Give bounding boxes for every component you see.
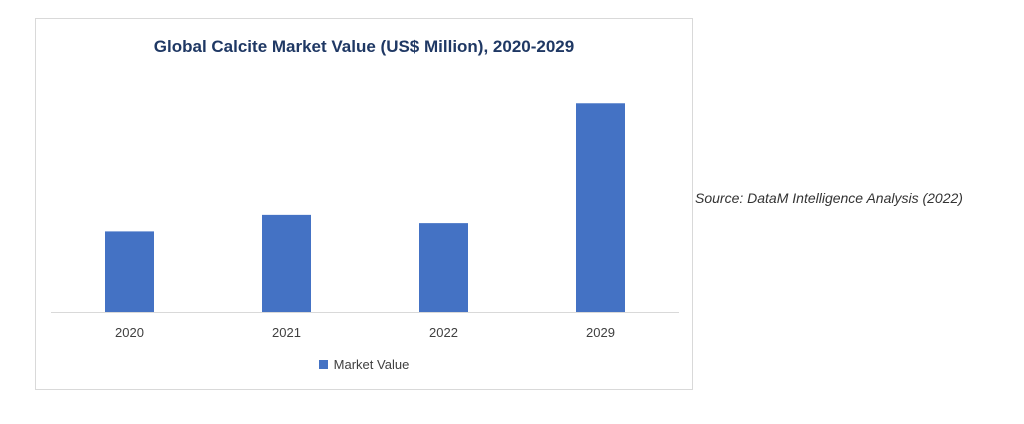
bar-2021 xyxy=(262,214,311,312)
x-tick-label-2021: 2021 xyxy=(272,325,301,340)
chart-legend: Market Value xyxy=(36,357,692,372)
bar-2020 xyxy=(105,231,154,312)
bar-2022 xyxy=(419,223,468,312)
chart-frame: Global Calcite Market Value (US$ Million… xyxy=(35,18,693,390)
bar-2029 xyxy=(576,103,625,313)
legend-swatch-market-value xyxy=(318,360,328,369)
bar-chart-plot: 2020 2021 2022 2029 xyxy=(51,103,679,340)
x-tick-label-2029: 2029 xyxy=(586,325,615,340)
x-tick-label-2022: 2022 xyxy=(429,325,458,340)
chart-title: Global Calcite Market Value (US$ Million… xyxy=(153,37,575,56)
x-tick-label-2020: 2020 xyxy=(115,325,144,340)
source-note: Source: DataM Intelligence Analysis (202… xyxy=(695,190,963,206)
legend-label-market-value: Market Value xyxy=(333,357,410,372)
